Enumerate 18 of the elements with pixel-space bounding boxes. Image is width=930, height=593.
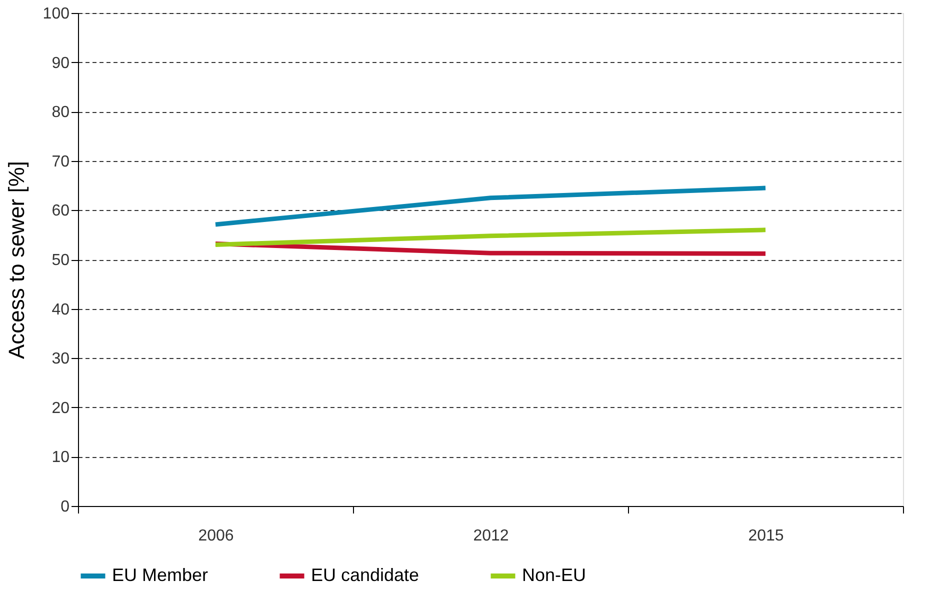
y-tick-label: 10 xyxy=(52,449,70,466)
legend-label: Non-EU xyxy=(522,565,586,585)
x-tick-label: 2015 xyxy=(748,528,784,544)
y-tick-label: 100 xyxy=(42,6,70,22)
y-tick-label: 50 xyxy=(52,252,70,269)
legend-label: EU Member xyxy=(112,565,208,585)
y-tick-label: 90 xyxy=(52,54,70,72)
y-tick-label: 80 xyxy=(52,104,70,122)
y-tick-label: 40 xyxy=(52,301,70,318)
y-tick-label: 70 xyxy=(52,153,70,170)
y-tick-label: 0 xyxy=(60,498,70,516)
y-tick-label: 30 xyxy=(52,350,70,368)
legend-label: EU candidate xyxy=(311,565,420,585)
x-tick-label: 2006 xyxy=(198,528,234,544)
x-tick-label: 2012 xyxy=(473,528,509,544)
y-tick-label: 60 xyxy=(52,202,70,220)
y-tick-label: 20 xyxy=(52,400,70,417)
y-axis-title: Access to sewer [%] xyxy=(4,160,29,360)
